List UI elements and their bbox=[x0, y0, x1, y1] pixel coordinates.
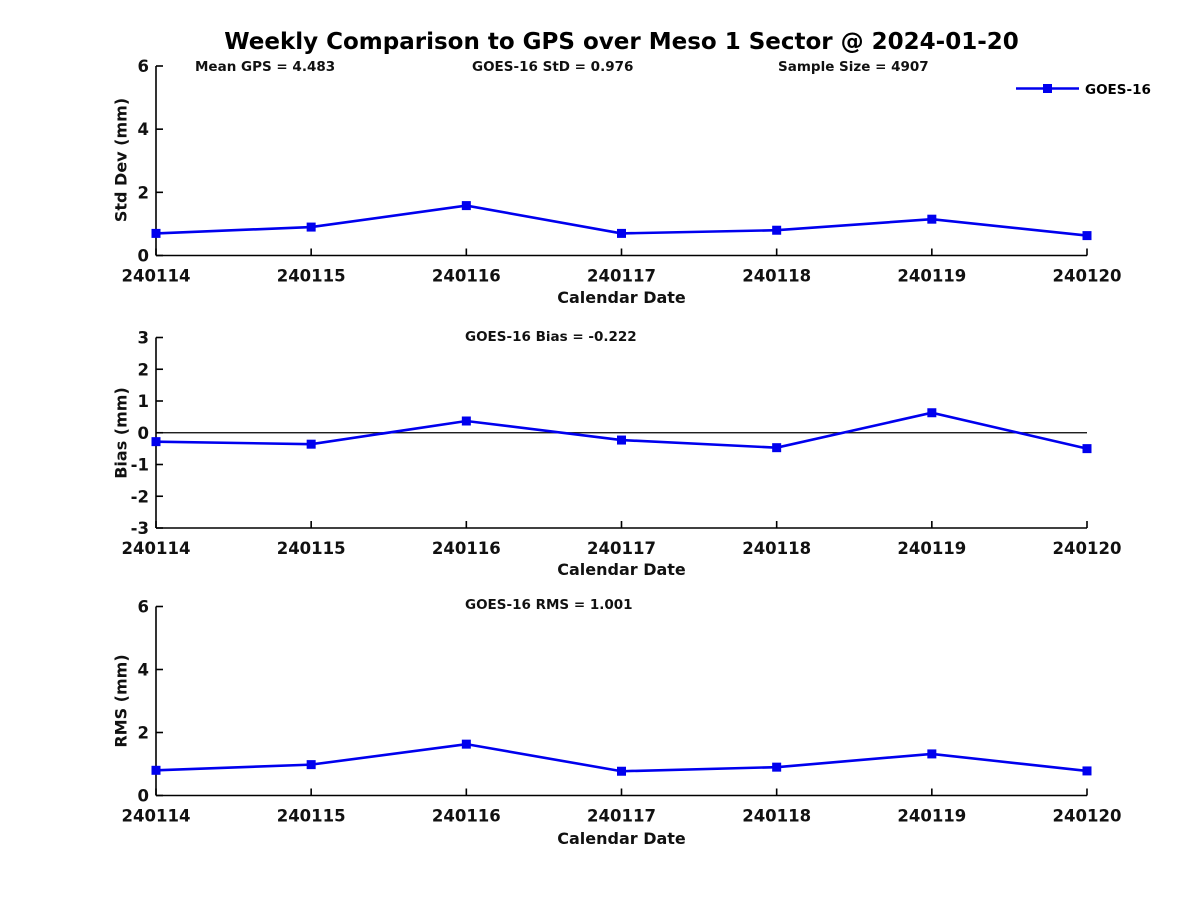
svg-text:-1: -1 bbox=[131, 456, 149, 475]
svg-text:6: 6 bbox=[138, 57, 149, 76]
svg-text:240117: 240117 bbox=[587, 539, 656, 558]
series-marker bbox=[617, 228, 626, 238]
annotation-sample-size: Sample Size = 4907 bbox=[778, 59, 929, 75]
chart-std-dev: 0 2 4 6 240114 240115 240116 240117 240118 240119… bbox=[122, 57, 1122, 286]
xlabel-calendar-date-1: Calendar Date bbox=[557, 288, 686, 307]
svg-text:0: 0 bbox=[138, 787, 149, 806]
svg-text:240116: 240116 bbox=[432, 807, 501, 826]
series-marker bbox=[1082, 444, 1092, 454]
series-marker bbox=[461, 201, 471, 211]
svg-text:2: 2 bbox=[138, 360, 149, 379]
svg-text:240115: 240115 bbox=[277, 807, 346, 826]
axes: 0 2 4 6 240114 240115 240116 240117 240118 240119… bbox=[122, 598, 1122, 826]
annotation-goes16-bias: GOES-16 Bias = -0.222 bbox=[465, 329, 637, 345]
legend-marker-icon bbox=[1043, 84, 1052, 93]
xlabel-calendar-date-3: Calendar Date bbox=[557, 829, 686, 848]
svg-text:240117: 240117 bbox=[587, 267, 656, 286]
svg-text:0: 0 bbox=[138, 247, 149, 266]
chart-rms: 0 2 4 6 240114 240115 240116 240117 240118 240119… bbox=[122, 598, 1122, 826]
svg-text:240119: 240119 bbox=[897, 807, 966, 826]
ylabel-rms: RMS (mm) bbox=[111, 654, 131, 748]
series-marker bbox=[772, 762, 782, 772]
ylabel-bias: Bias (mm) bbox=[111, 387, 131, 479]
series-marker bbox=[1082, 766, 1092, 776]
svg-text:240118: 240118 bbox=[742, 539, 811, 558]
svg-text:240114: 240114 bbox=[122, 807, 191, 826]
series-marker bbox=[617, 435, 626, 445]
svg-text:3: 3 bbox=[138, 329, 149, 348]
series-marker bbox=[617, 766, 626, 776]
svg-text:0: 0 bbox=[138, 424, 149, 443]
series-marker bbox=[151, 228, 161, 238]
svg-text:4: 4 bbox=[138, 661, 149, 680]
svg-text:2: 2 bbox=[138, 724, 149, 743]
svg-text:240118: 240118 bbox=[742, 807, 811, 826]
series-marker bbox=[1082, 231, 1092, 241]
svg-text:240115: 240115 bbox=[277, 539, 346, 558]
series-marker bbox=[461, 739, 471, 749]
series-marker bbox=[151, 765, 161, 775]
annotation-goes16-rms: GOES-16 RMS = 1.001 bbox=[465, 597, 633, 613]
xlabel-calendar-date-2: Calendar Date bbox=[557, 560, 686, 579]
series-marker bbox=[772, 443, 782, 453]
svg-text:-3: -3 bbox=[131, 519, 149, 538]
svg-text:240120: 240120 bbox=[1053, 807, 1122, 826]
legend-label: GOES-16 bbox=[1085, 82, 1151, 98]
svg-text:4: 4 bbox=[138, 120, 149, 139]
svg-text:240119: 240119 bbox=[897, 267, 966, 286]
svg-text:240118: 240118 bbox=[742, 267, 811, 286]
svg-text:240120: 240120 bbox=[1053, 539, 1122, 558]
svg-text:6: 6 bbox=[138, 598, 149, 617]
series-marker bbox=[306, 222, 316, 232]
series-marker bbox=[461, 416, 471, 426]
series-marker bbox=[306, 439, 316, 449]
series-marker bbox=[927, 408, 937, 418]
chart-bias: -3 -2 -1 0 1 2 3 240114 240115 240116 240117 240118… bbox=[122, 329, 1122, 559]
series-marker bbox=[927, 214, 937, 224]
svg-text:1: 1 bbox=[138, 392, 149, 411]
annotation-goes16-std: GOES-16 StD = 0.976 bbox=[472, 59, 634, 75]
svg-text:240120: 240120 bbox=[1053, 267, 1122, 286]
svg-text:240116: 240116 bbox=[432, 539, 501, 558]
svg-text:240117: 240117 bbox=[587, 807, 656, 826]
svg-text:240114: 240114 bbox=[122, 267, 191, 286]
axes: -3 -2 -1 0 1 2 3 240114 240115 240116 240117 240118… bbox=[122, 329, 1122, 559]
axes: 0 2 4 6 240114 240115 240116 240117 240118 240119… bbox=[122, 57, 1122, 286]
figure-title: Weekly Comparison to GPS over Meso 1 Sec… bbox=[224, 29, 1019, 55]
svg-text:240114: 240114 bbox=[122, 539, 191, 558]
series-marker bbox=[306, 760, 316, 770]
series-marker bbox=[772, 225, 782, 235]
legend-glyph bbox=[1016, 84, 1079, 93]
svg-text:-2: -2 bbox=[131, 487, 149, 506]
ylabel-std-dev: Std Dev (mm) bbox=[111, 97, 131, 223]
svg-text:240116: 240116 bbox=[432, 267, 501, 286]
annotation-mean-gps: Mean GPS = 4.483 bbox=[195, 59, 336, 75]
series-marker bbox=[151, 437, 161, 447]
svg-text:240119: 240119 bbox=[897, 539, 966, 558]
svg-text:240115: 240115 bbox=[277, 267, 346, 286]
series-marker bbox=[927, 749, 937, 759]
svg-text:2: 2 bbox=[138, 183, 149, 202]
